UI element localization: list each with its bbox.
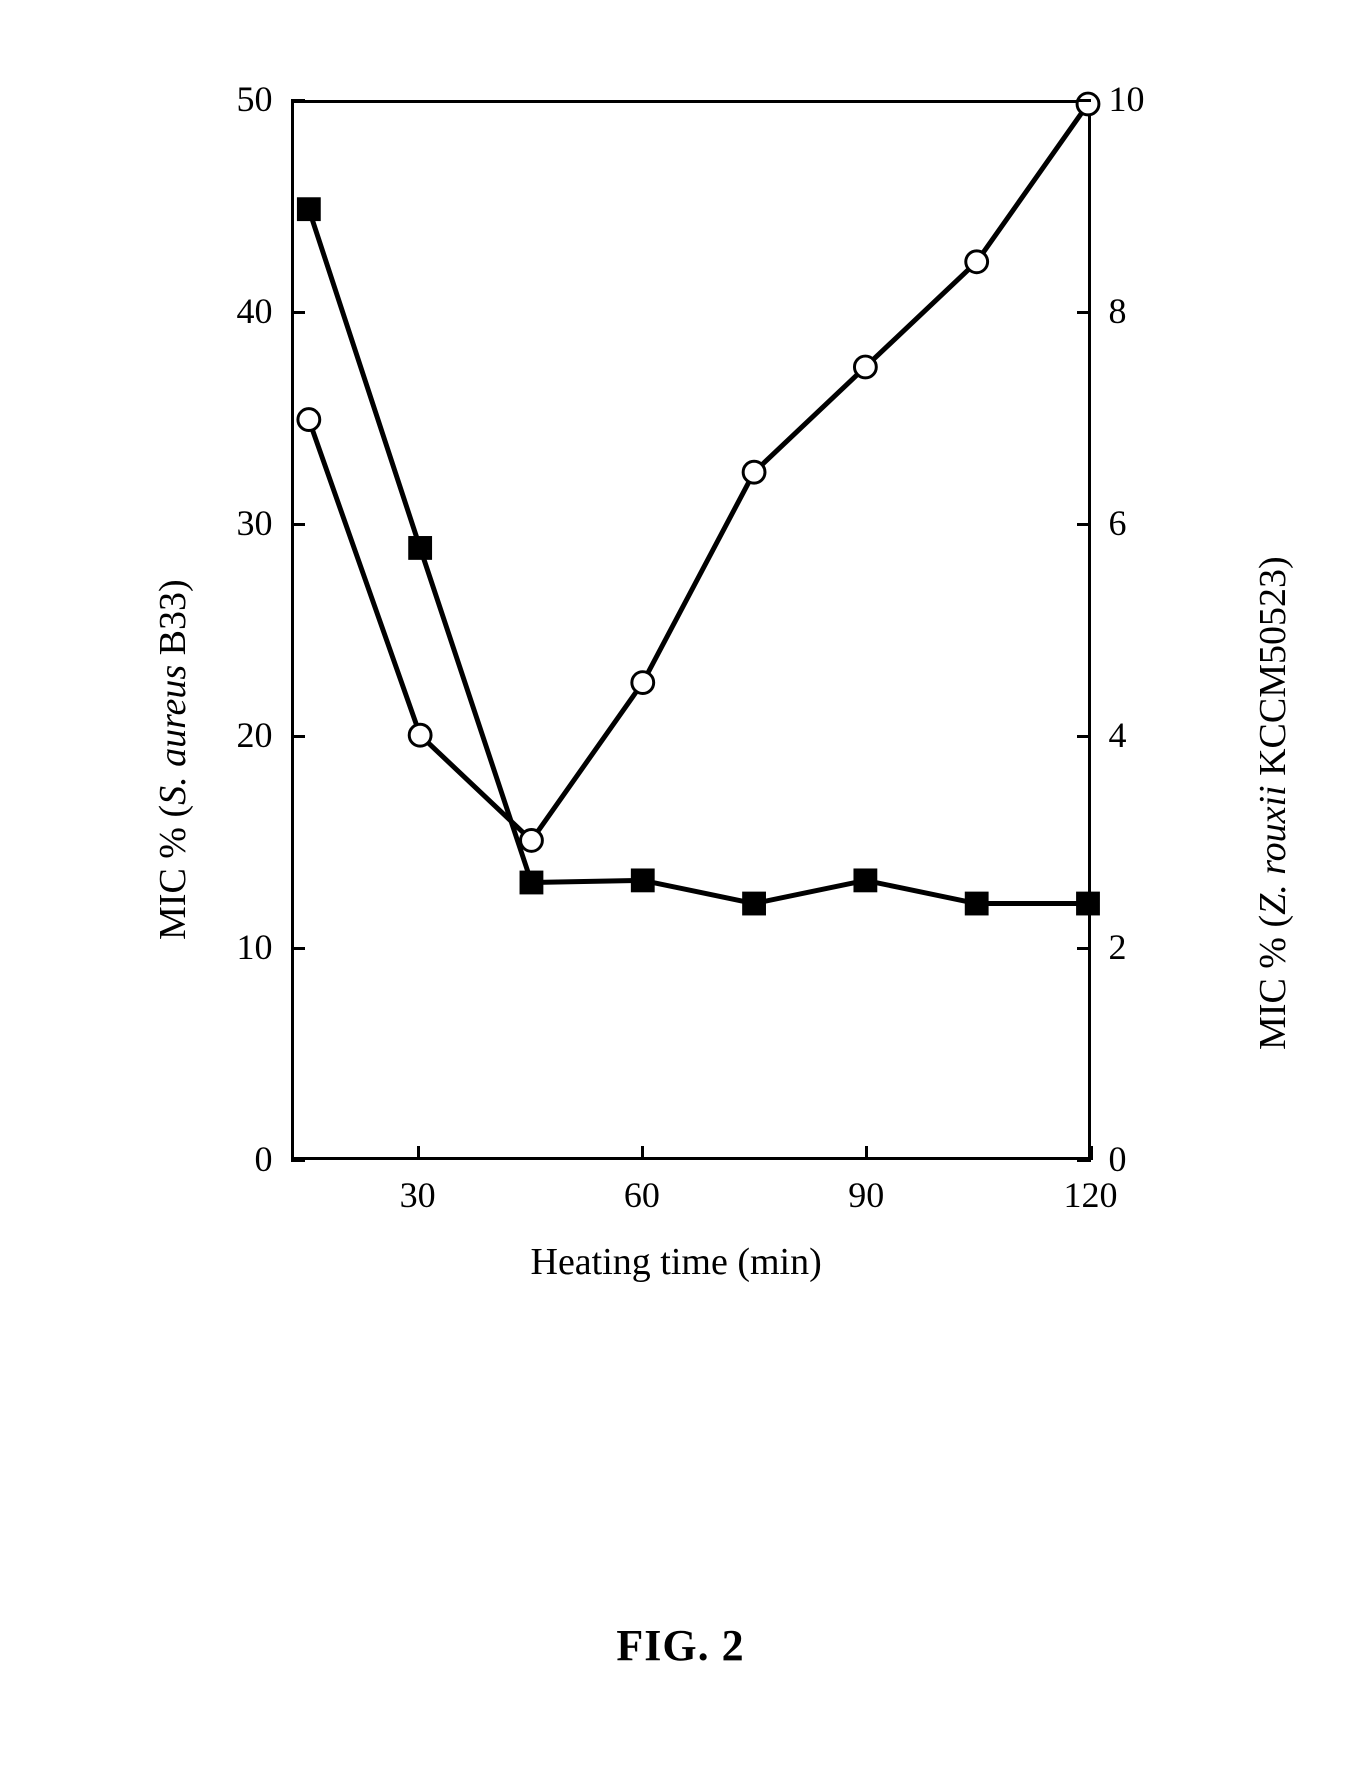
marker-square (853, 868, 877, 892)
axis-tick (291, 523, 305, 526)
axis-tick (1077, 523, 1091, 526)
species-name: Z. rouxii (1252, 785, 1294, 915)
y-axis-right-label: MIC % (Z. rouxii KCCM50523) (1251, 556, 1295, 1050)
axis-tick-label: 30 (400, 1174, 436, 1216)
axis-tick (1077, 947, 1091, 950)
marker-square (964, 892, 988, 916)
marker-circle (520, 829, 542, 851)
marker-square (296, 197, 320, 221)
axis-tick (291, 735, 305, 738)
x-axis-label: Heating time (min) (531, 1240, 822, 1284)
axis-tick (291, 1159, 305, 1162)
axis-tick-label: 90 (848, 1174, 884, 1216)
axis-tick (291, 947, 305, 950)
marker-square (1076, 892, 1100, 916)
plot-area (291, 100, 1091, 1160)
axis-tick (1077, 311, 1091, 314)
chart: MIC % (S. aureus B33) MIC % (Z. rouxii K… (41, 40, 1321, 1440)
species-name: S. aureus (152, 665, 194, 805)
marker-square (408, 536, 432, 560)
figure-caption: FIG. 2 (616, 1620, 744, 1671)
axis-tick-label: 10 (1109, 78, 1145, 120)
axis-tick (1077, 735, 1091, 738)
axis-tick-label: 4 (1109, 714, 1127, 756)
marker-circle (297, 409, 319, 431)
axis-tick-label: 30 (237, 502, 273, 544)
axis-tick-label: 120 (1064, 1174, 1118, 1216)
axis-tick-label: 0 (255, 1138, 273, 1180)
marker-square (519, 871, 543, 895)
marker-circle (743, 461, 765, 483)
axis-tick (641, 1146, 644, 1160)
axis-tick-label: 60 (624, 1174, 660, 1216)
axis-tick (417, 1146, 420, 1160)
axis-tick (1090, 1146, 1093, 1160)
axis-tick (1077, 1159, 1091, 1162)
axis-tick (291, 99, 305, 102)
axis-tick-label: 8 (1109, 290, 1127, 332)
axis-tick (291, 311, 305, 314)
marker-square (742, 892, 766, 916)
marker-square (630, 868, 654, 892)
axis-tick-label: 40 (237, 290, 273, 332)
axis-tick (1077, 99, 1091, 102)
axis-tick-label: 2 (1109, 926, 1127, 968)
marker-circle (409, 724, 431, 746)
marker-circle (854, 356, 876, 378)
axis-tick-label: 50 (237, 78, 273, 120)
axis-tick-label: 6 (1109, 502, 1127, 544)
series-layer (294, 103, 1088, 1157)
axis-tick-label: 20 (237, 714, 273, 756)
figure-container: MIC % (S. aureus B33) MIC % (Z. rouxii K… (41, 40, 1321, 1671)
marker-circle (1077, 93, 1099, 115)
axis-tick-label: 10 (237, 926, 273, 968)
axis-tick (865, 1146, 868, 1160)
y-axis-left-label: MIC % (S. aureus B33) (151, 579, 195, 940)
marker-circle (631, 672, 653, 694)
marker-circle (965, 251, 987, 273)
